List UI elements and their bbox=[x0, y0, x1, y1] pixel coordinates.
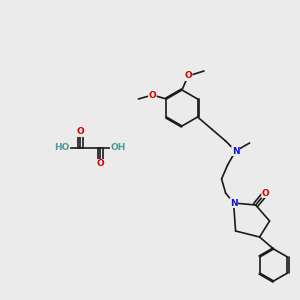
Text: N: N bbox=[230, 199, 237, 208]
Text: HO: HO bbox=[54, 143, 70, 152]
Text: HO: HO bbox=[54, 143, 70, 152]
Text: O: O bbox=[76, 128, 84, 136]
Text: O: O bbox=[184, 71, 192, 80]
Text: O: O bbox=[148, 91, 156, 100]
Text: OH: OH bbox=[110, 143, 126, 152]
Text: O: O bbox=[148, 91, 156, 100]
Text: O: O bbox=[96, 160, 104, 169]
Text: N: N bbox=[232, 146, 239, 155]
Text: O: O bbox=[184, 71, 192, 80]
Text: N: N bbox=[230, 199, 237, 208]
Text: OH: OH bbox=[110, 143, 126, 152]
Text: N: N bbox=[232, 146, 239, 155]
Text: O: O bbox=[96, 160, 104, 169]
Text: O: O bbox=[76, 128, 84, 136]
Text: O: O bbox=[262, 188, 269, 197]
Text: O: O bbox=[262, 188, 269, 197]
